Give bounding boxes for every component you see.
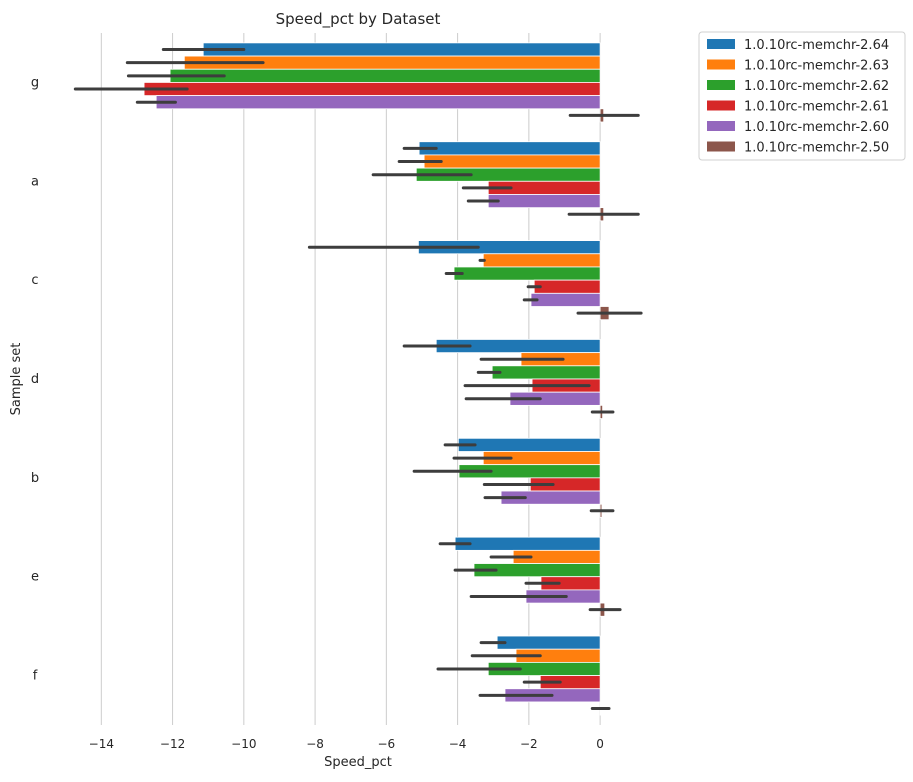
bar (453, 266, 601, 281)
bar (533, 279, 601, 294)
x-tick-label: −8 (306, 737, 324, 751)
y-tick-label: d (31, 372, 39, 387)
bar (482, 253, 601, 268)
y-tick-label: a (31, 174, 39, 189)
legend-label: 1.0.10rc-memchr-2.60 (744, 120, 889, 135)
legend-swatch (707, 141, 735, 152)
legend-swatch (707, 100, 735, 111)
x-tick-label: −10 (231, 737, 256, 751)
legend-label: 1.0.10rc-memchr-2.62 (744, 79, 889, 94)
x-tick-label: −14 (89, 737, 114, 751)
bars (143, 42, 610, 716)
y-tick-label: g (31, 75, 39, 90)
bar (487, 194, 601, 209)
bar (169, 68, 601, 83)
bar (454, 536, 601, 551)
bar (530, 292, 601, 307)
y-tick-label: f (33, 669, 38, 684)
y-ticks: g a c d b e f (31, 75, 39, 683)
y-tick-label: c (31, 273, 38, 288)
bar (457, 437, 601, 452)
x-tick-label: −4 (449, 737, 467, 751)
legend-swatch (707, 59, 735, 70)
chart-title: Speed_pct by Dataset (276, 10, 441, 29)
bar (418, 141, 601, 156)
y-tick-label: e (31, 570, 39, 585)
y-tick-label: b (31, 471, 39, 486)
legend-swatch (707, 80, 735, 90)
bar (143, 82, 601, 97)
bar (496, 635, 601, 650)
error-bars (73, 47, 643, 711)
legend-label: 1.0.10rc-memchr-2.50 (744, 141, 889, 156)
y-axis-label: Sample set (9, 343, 24, 416)
legend-label: 1.0.10rc-memchr-2.64 (744, 38, 889, 53)
bar (423, 154, 601, 169)
legend: 1.0.10rc-memchr-2.64 1.0.10rc-memchr-2.63… (698, 31, 906, 161)
x-ticks: −14 −12 −10 −8 −6 −4 −2 0 (89, 737, 604, 751)
x-tick-label: −12 (160, 737, 185, 751)
x-tick-label: −2 (520, 737, 538, 751)
legend-swatch (707, 39, 735, 49)
legend-swatch (707, 121, 735, 131)
legend-label: 1.0.10rc-memchr-2.63 (744, 59, 889, 74)
bar (155, 95, 601, 110)
bar (202, 42, 601, 57)
x-tick-label: 0 (596, 737, 604, 751)
legend-label: 1.0.10rc-memchr-2.61 (744, 100, 889, 115)
x-axis-label: Speed_pct (324, 755, 392, 770)
x-tick-label: −6 (377, 737, 395, 751)
bar (491, 365, 601, 380)
